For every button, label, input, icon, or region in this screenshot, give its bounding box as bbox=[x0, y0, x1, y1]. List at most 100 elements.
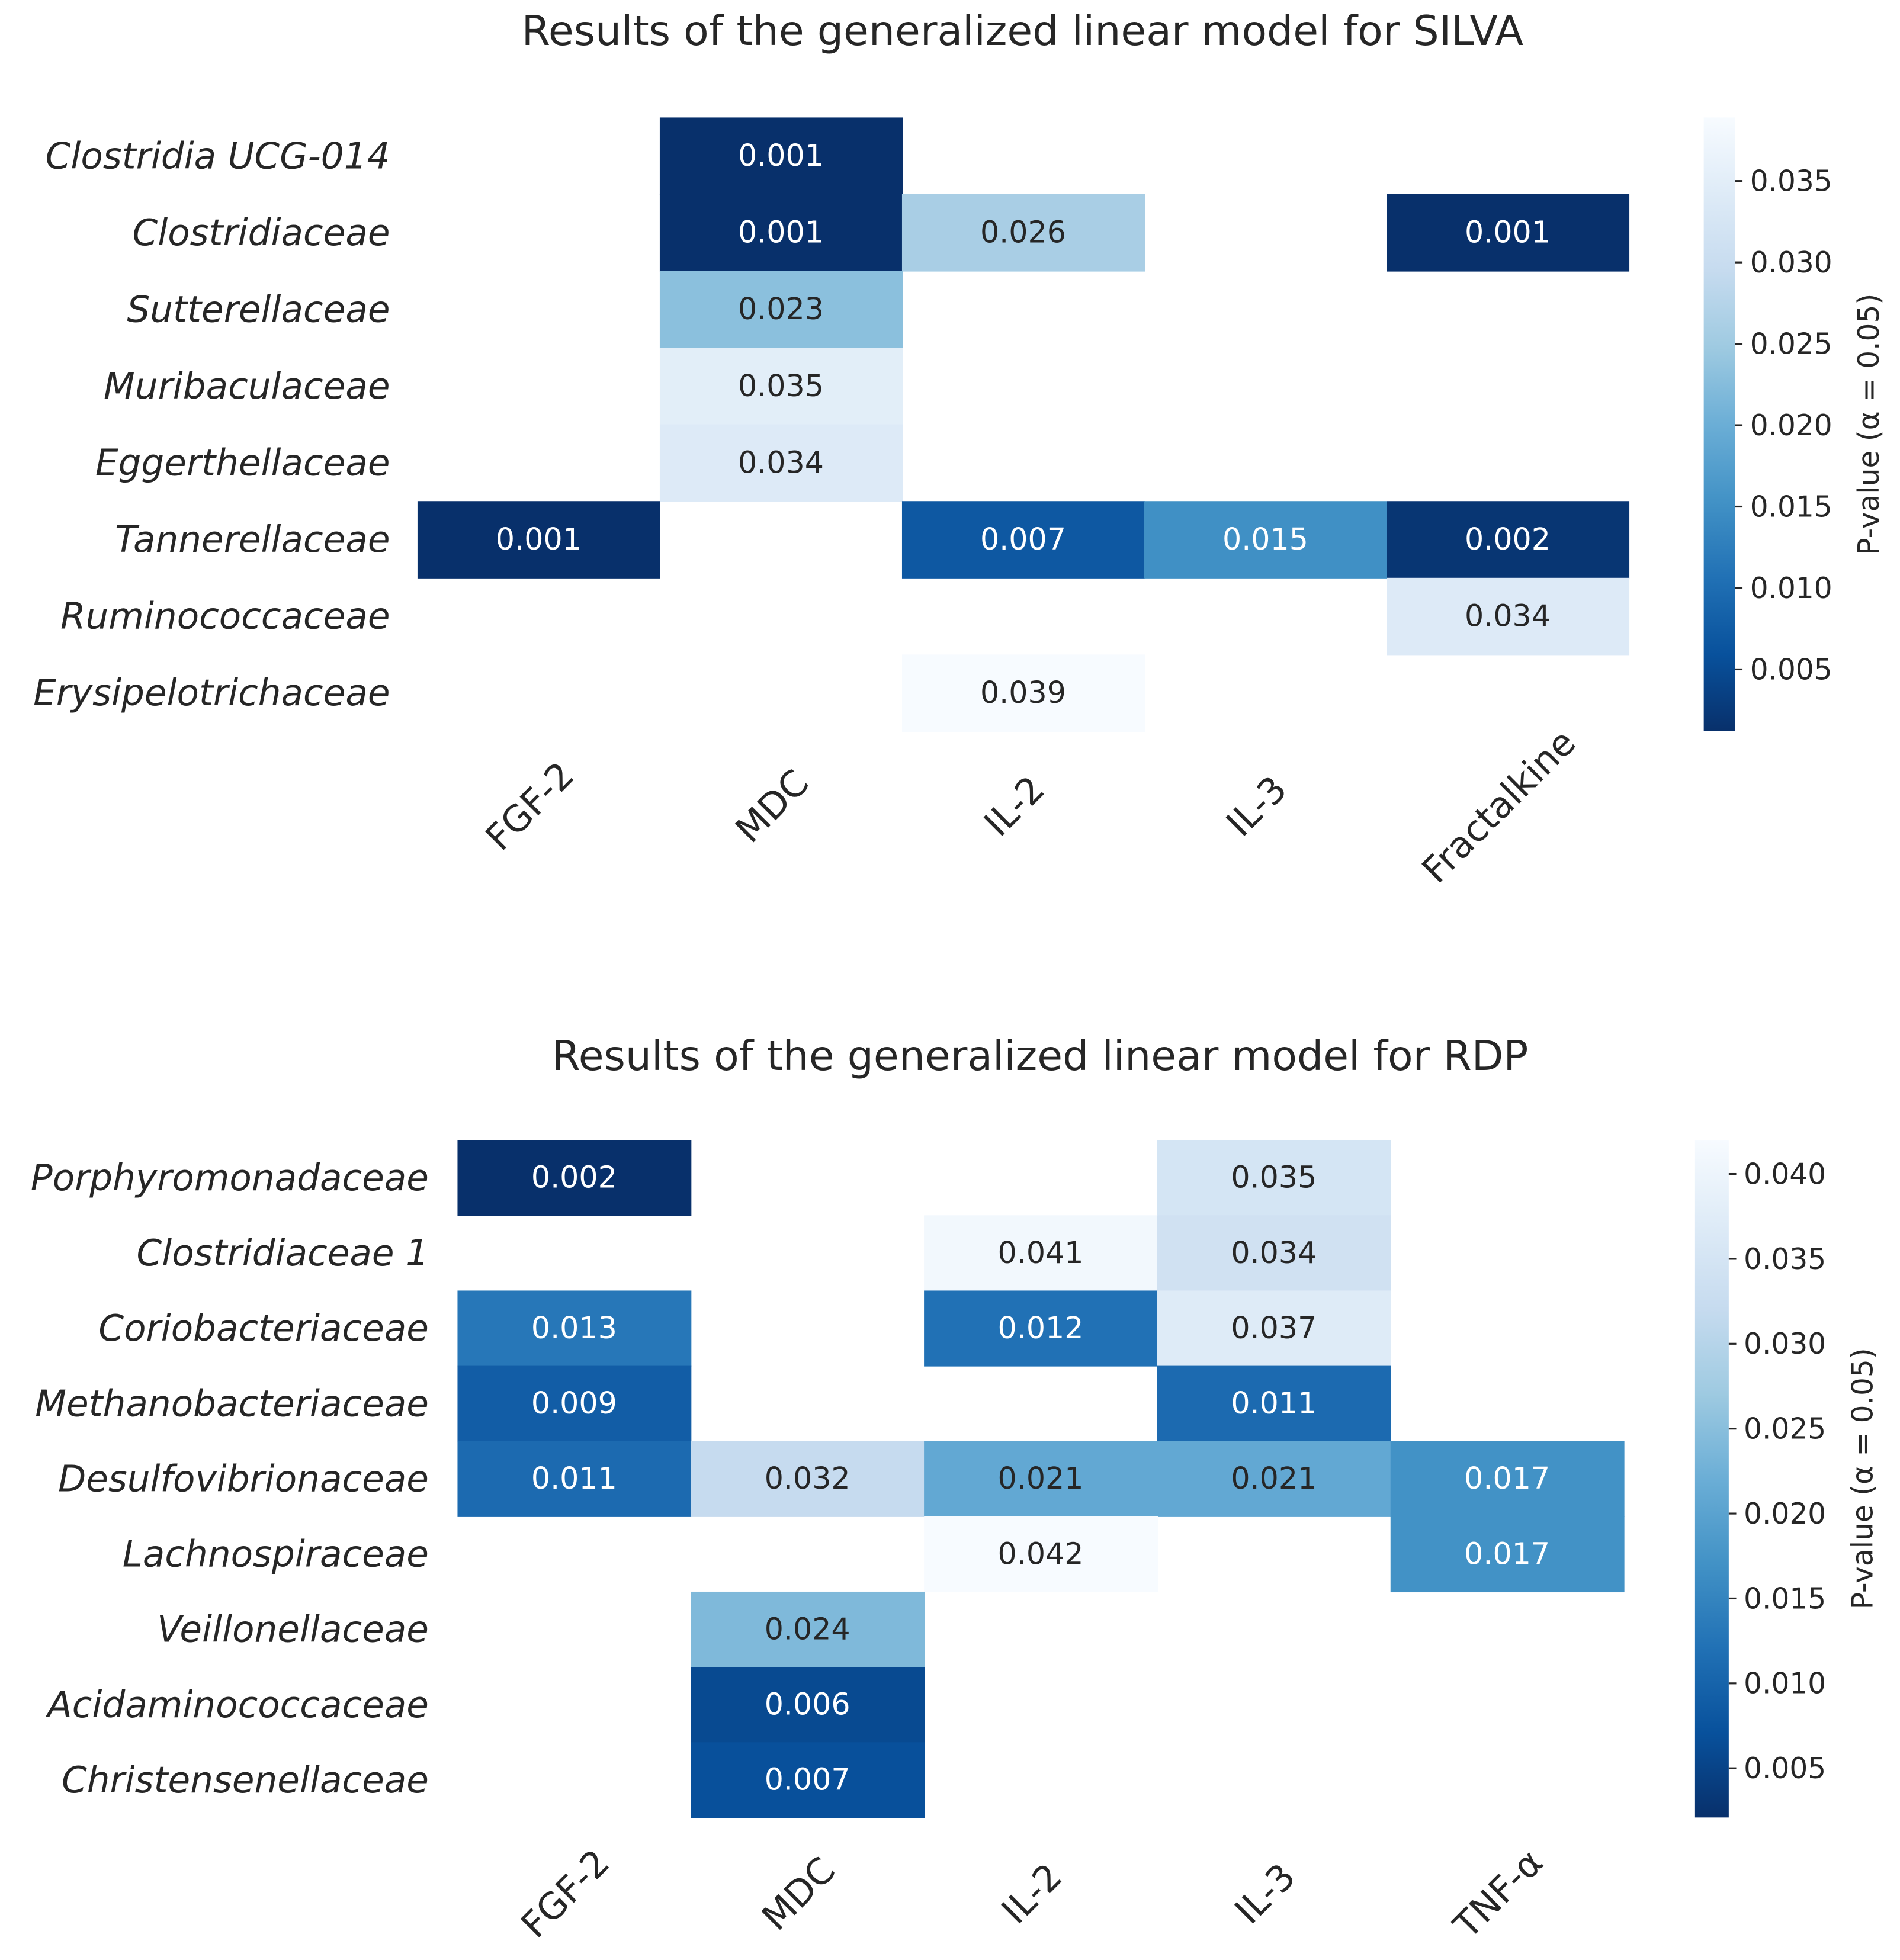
colorbar-tick-label: 0.010 bbox=[1744, 1667, 1826, 1701]
colorbar-tick-label: 0.015 bbox=[1750, 490, 1832, 523]
y-tick-label: Acidaminococcaceae bbox=[45, 1684, 429, 1726]
y-tick-label: Clostridiaceae 1 bbox=[137, 1232, 429, 1274]
heatmap-cell bbox=[457, 1365, 692, 1442]
y-tick-label: Tannerellaceae bbox=[115, 519, 390, 561]
colorbar-tick-label: 0.005 bbox=[1744, 1752, 1826, 1785]
colorbar-tick-label: 0.040 bbox=[1744, 1158, 1826, 1191]
colorbar-tick-label: 0.035 bbox=[1750, 165, 1832, 198]
heatmap-cell bbox=[924, 1516, 1158, 1593]
colorbar bbox=[1694, 1140, 1729, 1818]
colorbar-tick-label: 0.020 bbox=[1750, 409, 1832, 442]
chart-title: Results of the generalized linear model … bbox=[552, 1032, 1529, 1080]
y-tick-label: Lachnospiraceae bbox=[123, 1534, 429, 1576]
heatmap-cell bbox=[1390, 1441, 1625, 1517]
chart-title: Results of the generalized linear model … bbox=[522, 7, 1524, 55]
x-tick-label: IL-3 bbox=[1227, 1856, 1304, 1932]
silva-heatmap: Results of the generalized linear model … bbox=[33, 7, 1886, 891]
heatmap-cell bbox=[659, 117, 903, 195]
heatmap-cell bbox=[691, 1742, 925, 1818]
rdp-heatmap: Results of the generalized linear model … bbox=[31, 1032, 1880, 1947]
cell-value-label: 0.015 bbox=[1222, 522, 1308, 557]
cell-value-label: 0.023 bbox=[738, 291, 824, 326]
y-tick-label: Clostridia UCG-014 bbox=[46, 135, 390, 177]
heatmap-cell bbox=[659, 348, 903, 425]
cell-value-label: 0.011 bbox=[531, 1461, 617, 1496]
heatmap-cell bbox=[1386, 501, 1630, 579]
cell-value-label: 0.042 bbox=[998, 1536, 1084, 1571]
heatmap-cell bbox=[1157, 1140, 1391, 1216]
colorbar-tick-label: 0.025 bbox=[1744, 1413, 1826, 1446]
heatmap-cell bbox=[1386, 194, 1630, 272]
heatmap-cell bbox=[901, 194, 1145, 272]
heatmap-cell bbox=[417, 501, 660, 579]
y-tick-label: Muribaculaceae bbox=[104, 365, 390, 407]
heatmap-cell bbox=[924, 1290, 1158, 1367]
cell-value-label: 0.039 bbox=[980, 675, 1066, 710]
cell-value-label: 0.007 bbox=[765, 1762, 850, 1797]
colorbar-tick-label: 0.030 bbox=[1744, 1328, 1826, 1361]
cell-value-label: 0.011 bbox=[1231, 1386, 1317, 1421]
cell-value-label: 0.034 bbox=[1465, 598, 1551, 633]
cell-value-label: 0.032 bbox=[765, 1461, 850, 1496]
y-tick-label: Sutterellaceae bbox=[127, 288, 390, 330]
y-tick-label: Veillonellaceae bbox=[157, 1609, 429, 1651]
heatmap-cell bbox=[691, 1667, 925, 1743]
heatmap-cell bbox=[691, 1441, 925, 1517]
colorbar-tick-label: 0.005 bbox=[1750, 653, 1832, 686]
x-tick-label: IL-2 bbox=[994, 1856, 1070, 1932]
heatmap-cell bbox=[659, 271, 903, 349]
cell-value-label: 0.001 bbox=[496, 522, 582, 557]
colorbar-tick-label: 0.010 bbox=[1750, 572, 1832, 605]
heatmap-cell bbox=[924, 1215, 1158, 1291]
y-tick-label: Eggerthellaceae bbox=[95, 442, 390, 484]
heatmap-cell bbox=[901, 501, 1145, 579]
y-tick-label: Christensenellaceae bbox=[62, 1759, 429, 1801]
cell-value-label: 0.002 bbox=[1465, 522, 1551, 557]
heatmap-cell bbox=[457, 1441, 692, 1517]
cell-value-label: 0.012 bbox=[998, 1310, 1084, 1345]
cell-value-label: 0.041 bbox=[998, 1235, 1084, 1270]
cell-value-label: 0.021 bbox=[998, 1461, 1084, 1496]
colorbar-label: P-value (α = 0.05) bbox=[1853, 294, 1886, 555]
colorbar-tick-label: 0.025 bbox=[1750, 327, 1832, 361]
colorbar-tick-label: 0.030 bbox=[1750, 246, 1832, 279]
cell-value-label: 0.013 bbox=[531, 1310, 617, 1345]
heatmap-cell bbox=[457, 1140, 692, 1216]
heatmap-cell bbox=[924, 1441, 1158, 1517]
x-tick-label: MDC bbox=[754, 1849, 843, 1939]
cell-value-label: 0.034 bbox=[1231, 1235, 1317, 1270]
y-tick-label: Ruminococcaceae bbox=[60, 596, 390, 638]
heatmap-cell bbox=[1390, 1516, 1625, 1593]
cell-value-label: 0.001 bbox=[1465, 215, 1551, 250]
cell-value-label: 0.024 bbox=[765, 1611, 850, 1646]
heatmap-cell bbox=[659, 424, 903, 502]
y-tick-label: Erysipelotrichaceae bbox=[33, 672, 390, 714]
heatmap-cell bbox=[1157, 1365, 1391, 1442]
y-tick-label: Methanobacteriaceae bbox=[35, 1383, 429, 1425]
cell-value-label: 0.017 bbox=[1464, 1461, 1550, 1496]
cell-value-label: 0.021 bbox=[1231, 1461, 1317, 1496]
x-tick-label: Fractalkine bbox=[1414, 721, 1584, 891]
heatmap-cell bbox=[901, 654, 1145, 732]
cell-value-label: 0.006 bbox=[765, 1687, 850, 1722]
heatmap-cell bbox=[457, 1290, 692, 1367]
colorbar-tick-label: 0.035 bbox=[1744, 1243, 1826, 1276]
cell-value-label: 0.035 bbox=[738, 368, 824, 403]
x-tick-label: FGF-2 bbox=[478, 754, 583, 859]
cell-value-label: 0.037 bbox=[1231, 1310, 1317, 1345]
cell-value-label: 0.002 bbox=[531, 1160, 617, 1195]
colorbar-tick-label: 0.015 bbox=[1744, 1582, 1826, 1615]
y-tick-label: Porphyromonadaceae bbox=[31, 1157, 429, 1199]
cell-value-label: 0.034 bbox=[738, 445, 824, 480]
heatmap-cell bbox=[1157, 1441, 1391, 1517]
y-tick-label: Desulfovibrionaceae bbox=[58, 1458, 429, 1500]
x-tick-label: IL-3 bbox=[1218, 768, 1295, 844]
y-tick-label: Clostridiaceae bbox=[132, 212, 390, 254]
x-tick-label: MDC bbox=[727, 761, 817, 851]
cell-value-label: 0.026 bbox=[980, 215, 1066, 250]
cell-value-label: 0.009 bbox=[531, 1386, 617, 1421]
cell-value-label: 0.001 bbox=[738, 138, 824, 173]
heatmap-cell bbox=[1157, 1290, 1391, 1367]
colorbar bbox=[1703, 117, 1735, 731]
